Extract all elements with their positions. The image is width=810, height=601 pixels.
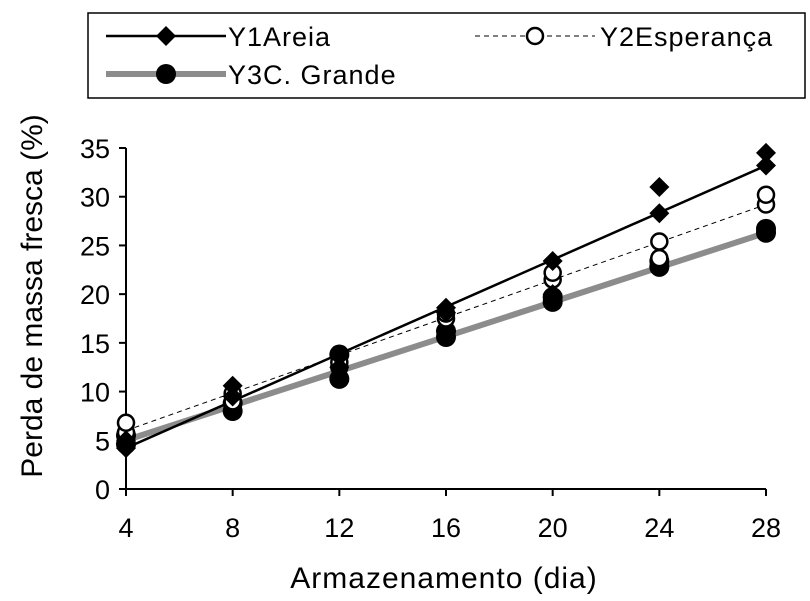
data-point (222, 375, 243, 396)
legend-label: Y1Areia (228, 22, 331, 52)
y-axis-label: Perda de massa fresca (%) (16, 114, 49, 477)
x-tick-label: 24 (644, 513, 674, 543)
y-tick-label: 10 (80, 378, 110, 408)
x-tick-label: 28 (751, 513, 781, 543)
legend-marker (156, 26, 176, 46)
x-tick-label: 8 (225, 513, 240, 543)
data-point (756, 155, 776, 176)
data-point (756, 185, 776, 205)
legend-label: Y3C. Grande (228, 60, 397, 90)
legend: Y1Areia Y2Esperança Y3C. Grande (87, 12, 806, 99)
plot-area (116, 142, 776, 490)
y-tick-label: 35 (80, 134, 110, 164)
y-tick-label: 20 (80, 280, 110, 310)
data-point (436, 297, 456, 318)
data-point (649, 176, 670, 197)
legend-entry: Y3C. Grande (106, 60, 397, 90)
data-point (329, 346, 350, 367)
y-tick-label: 30 (80, 183, 110, 213)
x-axis-label: Armazenamento (dia) (290, 562, 597, 595)
data-point (650, 248, 669, 268)
data-point (756, 142, 776, 163)
legend-entry: Y1Areia (106, 22, 331, 52)
series-2-points (116, 218, 776, 455)
y-tick-label: 0 (95, 475, 110, 505)
data-point (542, 251, 563, 272)
legend-marker (156, 64, 176, 84)
x-tick-label: 16 (431, 513, 461, 543)
legend-entry: Y2Esperança (475, 22, 773, 52)
y-tick-label: 25 (80, 231, 110, 261)
y-axis-ticks: 0 5 10 15 20 25 30 35 (80, 134, 126, 505)
x-tick-label: 4 (118, 513, 133, 543)
data-point (116, 413, 136, 432)
series-0-points (116, 142, 776, 459)
legend-box (87, 12, 806, 99)
legend-label: Y2Esperança (600, 22, 773, 52)
data-point (649, 203, 670, 224)
x-tick-label: 20 (538, 513, 568, 543)
x-axis-ticks: 4 8 12 16 20 24 28 (118, 489, 781, 543)
legend-marker (525, 26, 545, 46)
data-point (329, 357, 350, 378)
y-tick-label: 15 (80, 329, 110, 359)
data-point (222, 386, 243, 407)
data-point (542, 284, 563, 305)
x-tick-label: 12 (324, 513, 354, 543)
data-point (650, 232, 669, 251)
data-point (756, 218, 776, 239)
y-tick-label: 5 (95, 426, 110, 456)
